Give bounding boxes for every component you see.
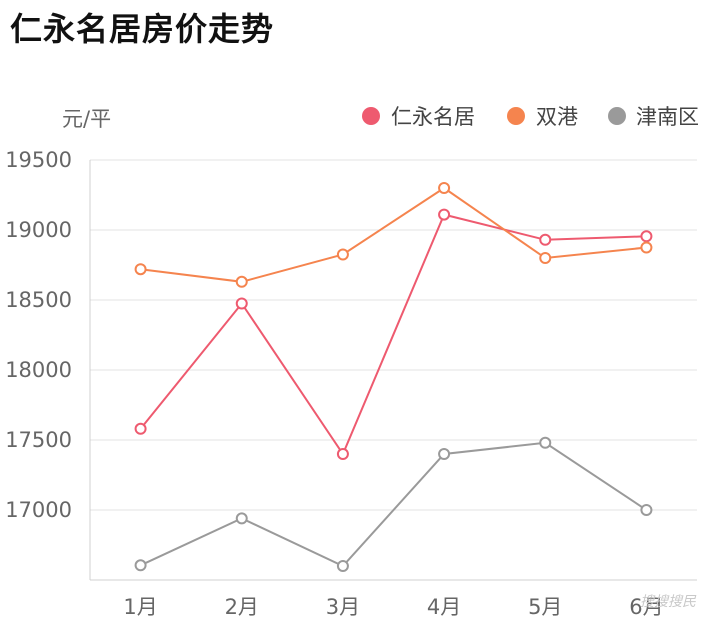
legend-marker <box>362 107 380 125</box>
x-tick-label: 2月 <box>225 595 259 619</box>
page-title: 仁永名居房价走势 <box>10 10 275 48</box>
legend-label: 双港 <box>536 105 578 129</box>
data-point <box>134 422 147 435</box>
legend-marker <box>507 107 525 125</box>
data-point <box>134 559 147 572</box>
x-tick-label: 6月 <box>629 595 663 619</box>
watermark: 搜搜搜民 <box>640 594 697 610</box>
data-point <box>235 512 248 525</box>
data-point <box>438 208 451 221</box>
data-point <box>134 263 147 276</box>
y-tick-label: 19000 <box>5 218 72 242</box>
y-tick-label: 19500 <box>5 148 72 172</box>
y-tick-label: 17000 <box>5 498 72 522</box>
series-line <box>140 186 647 283</box>
series-line <box>140 441 647 568</box>
data-point <box>336 248 349 261</box>
legend-label: 津南区 <box>636 105 699 129</box>
y-axis-unit-label: 元/平 <box>62 107 111 131</box>
data-point <box>235 275 248 288</box>
data-point <box>336 448 349 460</box>
data-point <box>235 297 248 310</box>
data-point <box>539 233 552 246</box>
data-point <box>438 182 451 194</box>
y-tick-label: 18000 <box>5 358 72 382</box>
data-point <box>539 252 552 264</box>
legend-marker <box>608 107 626 125</box>
data-point <box>640 230 653 243</box>
x-tick-label: 5月 <box>528 595 562 619</box>
data-point <box>539 436 552 449</box>
y-tick-label: 18500 <box>5 288 72 312</box>
data-point <box>438 448 451 460</box>
y-tick-label: 17500 <box>5 428 72 452</box>
x-tick-label: 1月 <box>123 595 157 619</box>
x-tick-label: 4月 <box>427 595 461 619</box>
legend-label: 仁永名居 <box>391 105 475 129</box>
series-line <box>139 213 647 457</box>
data-point <box>640 504 653 516</box>
data-point <box>336 560 349 572</box>
data-point <box>640 241 653 254</box>
x-tick-label: 3月 <box>326 595 360 619</box>
